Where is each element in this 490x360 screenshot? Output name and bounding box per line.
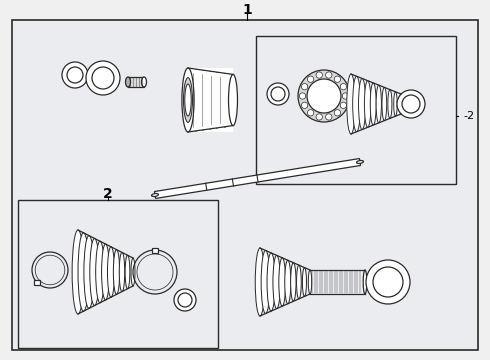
Text: -2: -2 [463,111,474,121]
Circle shape [334,110,341,116]
Ellipse shape [101,244,109,300]
Ellipse shape [296,265,301,299]
Ellipse shape [394,92,397,116]
Circle shape [301,84,308,90]
Ellipse shape [357,161,364,163]
Circle shape [62,62,88,88]
Ellipse shape [302,267,306,296]
Ellipse shape [131,258,135,286]
Ellipse shape [255,248,265,316]
Bar [128,77,144,87]
Circle shape [307,79,341,113]
Circle shape [92,67,114,89]
Bar [256,36,456,184]
Bar [34,280,40,285]
Ellipse shape [267,253,275,311]
Text: 2: 2 [103,187,113,201]
Circle shape [267,83,289,105]
Ellipse shape [151,194,158,197]
Ellipse shape [182,68,194,132]
Circle shape [178,293,192,307]
Ellipse shape [359,78,366,130]
Ellipse shape [185,84,191,116]
Ellipse shape [370,83,376,125]
Ellipse shape [291,263,296,301]
Circle shape [343,93,349,99]
Circle shape [340,102,346,108]
Bar [152,248,158,252]
Ellipse shape [279,258,286,306]
Ellipse shape [72,230,84,314]
Ellipse shape [228,75,238,126]
Circle shape [402,95,420,113]
Bar [188,68,233,132]
Circle shape [67,67,83,83]
Ellipse shape [400,94,402,114]
Circle shape [366,260,410,304]
Circle shape [307,76,314,82]
Ellipse shape [184,78,193,122]
Ellipse shape [273,255,280,309]
Circle shape [298,70,350,122]
Ellipse shape [308,270,312,294]
Circle shape [373,267,403,297]
Ellipse shape [119,252,125,292]
Circle shape [307,110,314,116]
Text: 1: 1 [242,3,252,17]
Ellipse shape [353,76,361,132]
Circle shape [326,72,332,78]
Circle shape [86,61,120,95]
Ellipse shape [142,77,147,87]
Ellipse shape [113,249,120,294]
Ellipse shape [285,260,291,304]
Circle shape [301,102,308,108]
Ellipse shape [363,270,367,294]
Ellipse shape [96,241,104,303]
Circle shape [316,72,322,78]
Ellipse shape [365,81,371,127]
Circle shape [316,114,322,120]
Ellipse shape [382,87,387,121]
Ellipse shape [261,251,270,314]
Circle shape [271,87,285,101]
Polygon shape [154,158,361,198]
Circle shape [174,289,196,311]
Circle shape [340,84,346,90]
Circle shape [334,76,341,82]
Ellipse shape [78,233,89,311]
Ellipse shape [388,90,392,118]
Ellipse shape [125,77,130,87]
Circle shape [299,93,306,99]
Circle shape [326,114,332,120]
Ellipse shape [84,235,94,309]
Circle shape [397,90,425,118]
Bar [18,200,218,348]
Ellipse shape [90,238,99,306]
Ellipse shape [107,247,115,297]
Ellipse shape [376,85,381,123]
Ellipse shape [347,74,355,134]
Ellipse shape [125,255,130,289]
